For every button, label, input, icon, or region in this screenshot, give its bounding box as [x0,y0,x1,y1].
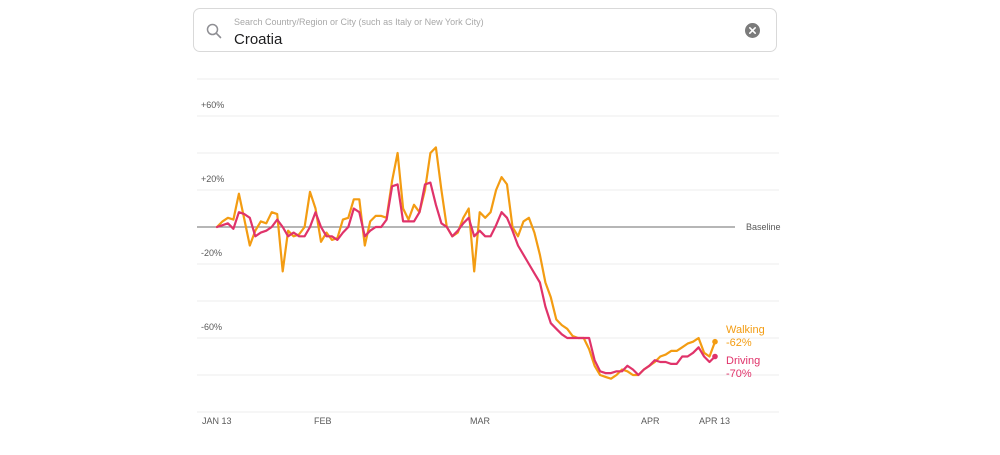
x-axis-labels: JAN 13 FEB MAR APR APR 13 [202,416,730,426]
end-labels: Walking-62% Driving-70% [726,324,765,380]
series-label-driving: Driving [726,355,760,367]
series-value-walking: -62% [726,337,752,349]
search-input[interactable]: Croatia [234,31,283,48]
search-placeholder: Search Country/Region or City (such as I… [234,17,484,27]
search-bar[interactable]: Search Country/Region or City (such as I… [193,8,777,52]
x-tick-label: FEB [314,416,332,426]
clear-search-button[interactable] [745,23,760,38]
baseline: Baseline [197,222,781,232]
x-tick-label: APR 13 [699,416,730,426]
grid-lines [197,78,779,413]
y-tick-label: -60% [201,322,222,332]
series-label-walking: Walking [726,324,765,336]
x-tick-label: JAN 13 [202,416,232,426]
series-value-driving: -70% [726,368,752,380]
x-tick-label: APR [641,416,660,426]
series-end-point-walking [712,338,718,345]
series-lines [215,146,718,380]
series-line-driving [215,181,717,377]
clear-icon [749,27,756,34]
series-line-walking [215,146,717,380]
y-axis-labels: +60% +20% -20% -60% [201,100,224,332]
series-end-point-driving [712,353,718,360]
y-tick-label: +60% [201,100,224,110]
y-tick-label: +20% [201,174,224,184]
y-tick-label: -20% [201,248,222,258]
baseline-label: Baseline [746,222,781,232]
x-tick-label: MAR [470,416,491,426]
search-icon [206,23,222,39]
